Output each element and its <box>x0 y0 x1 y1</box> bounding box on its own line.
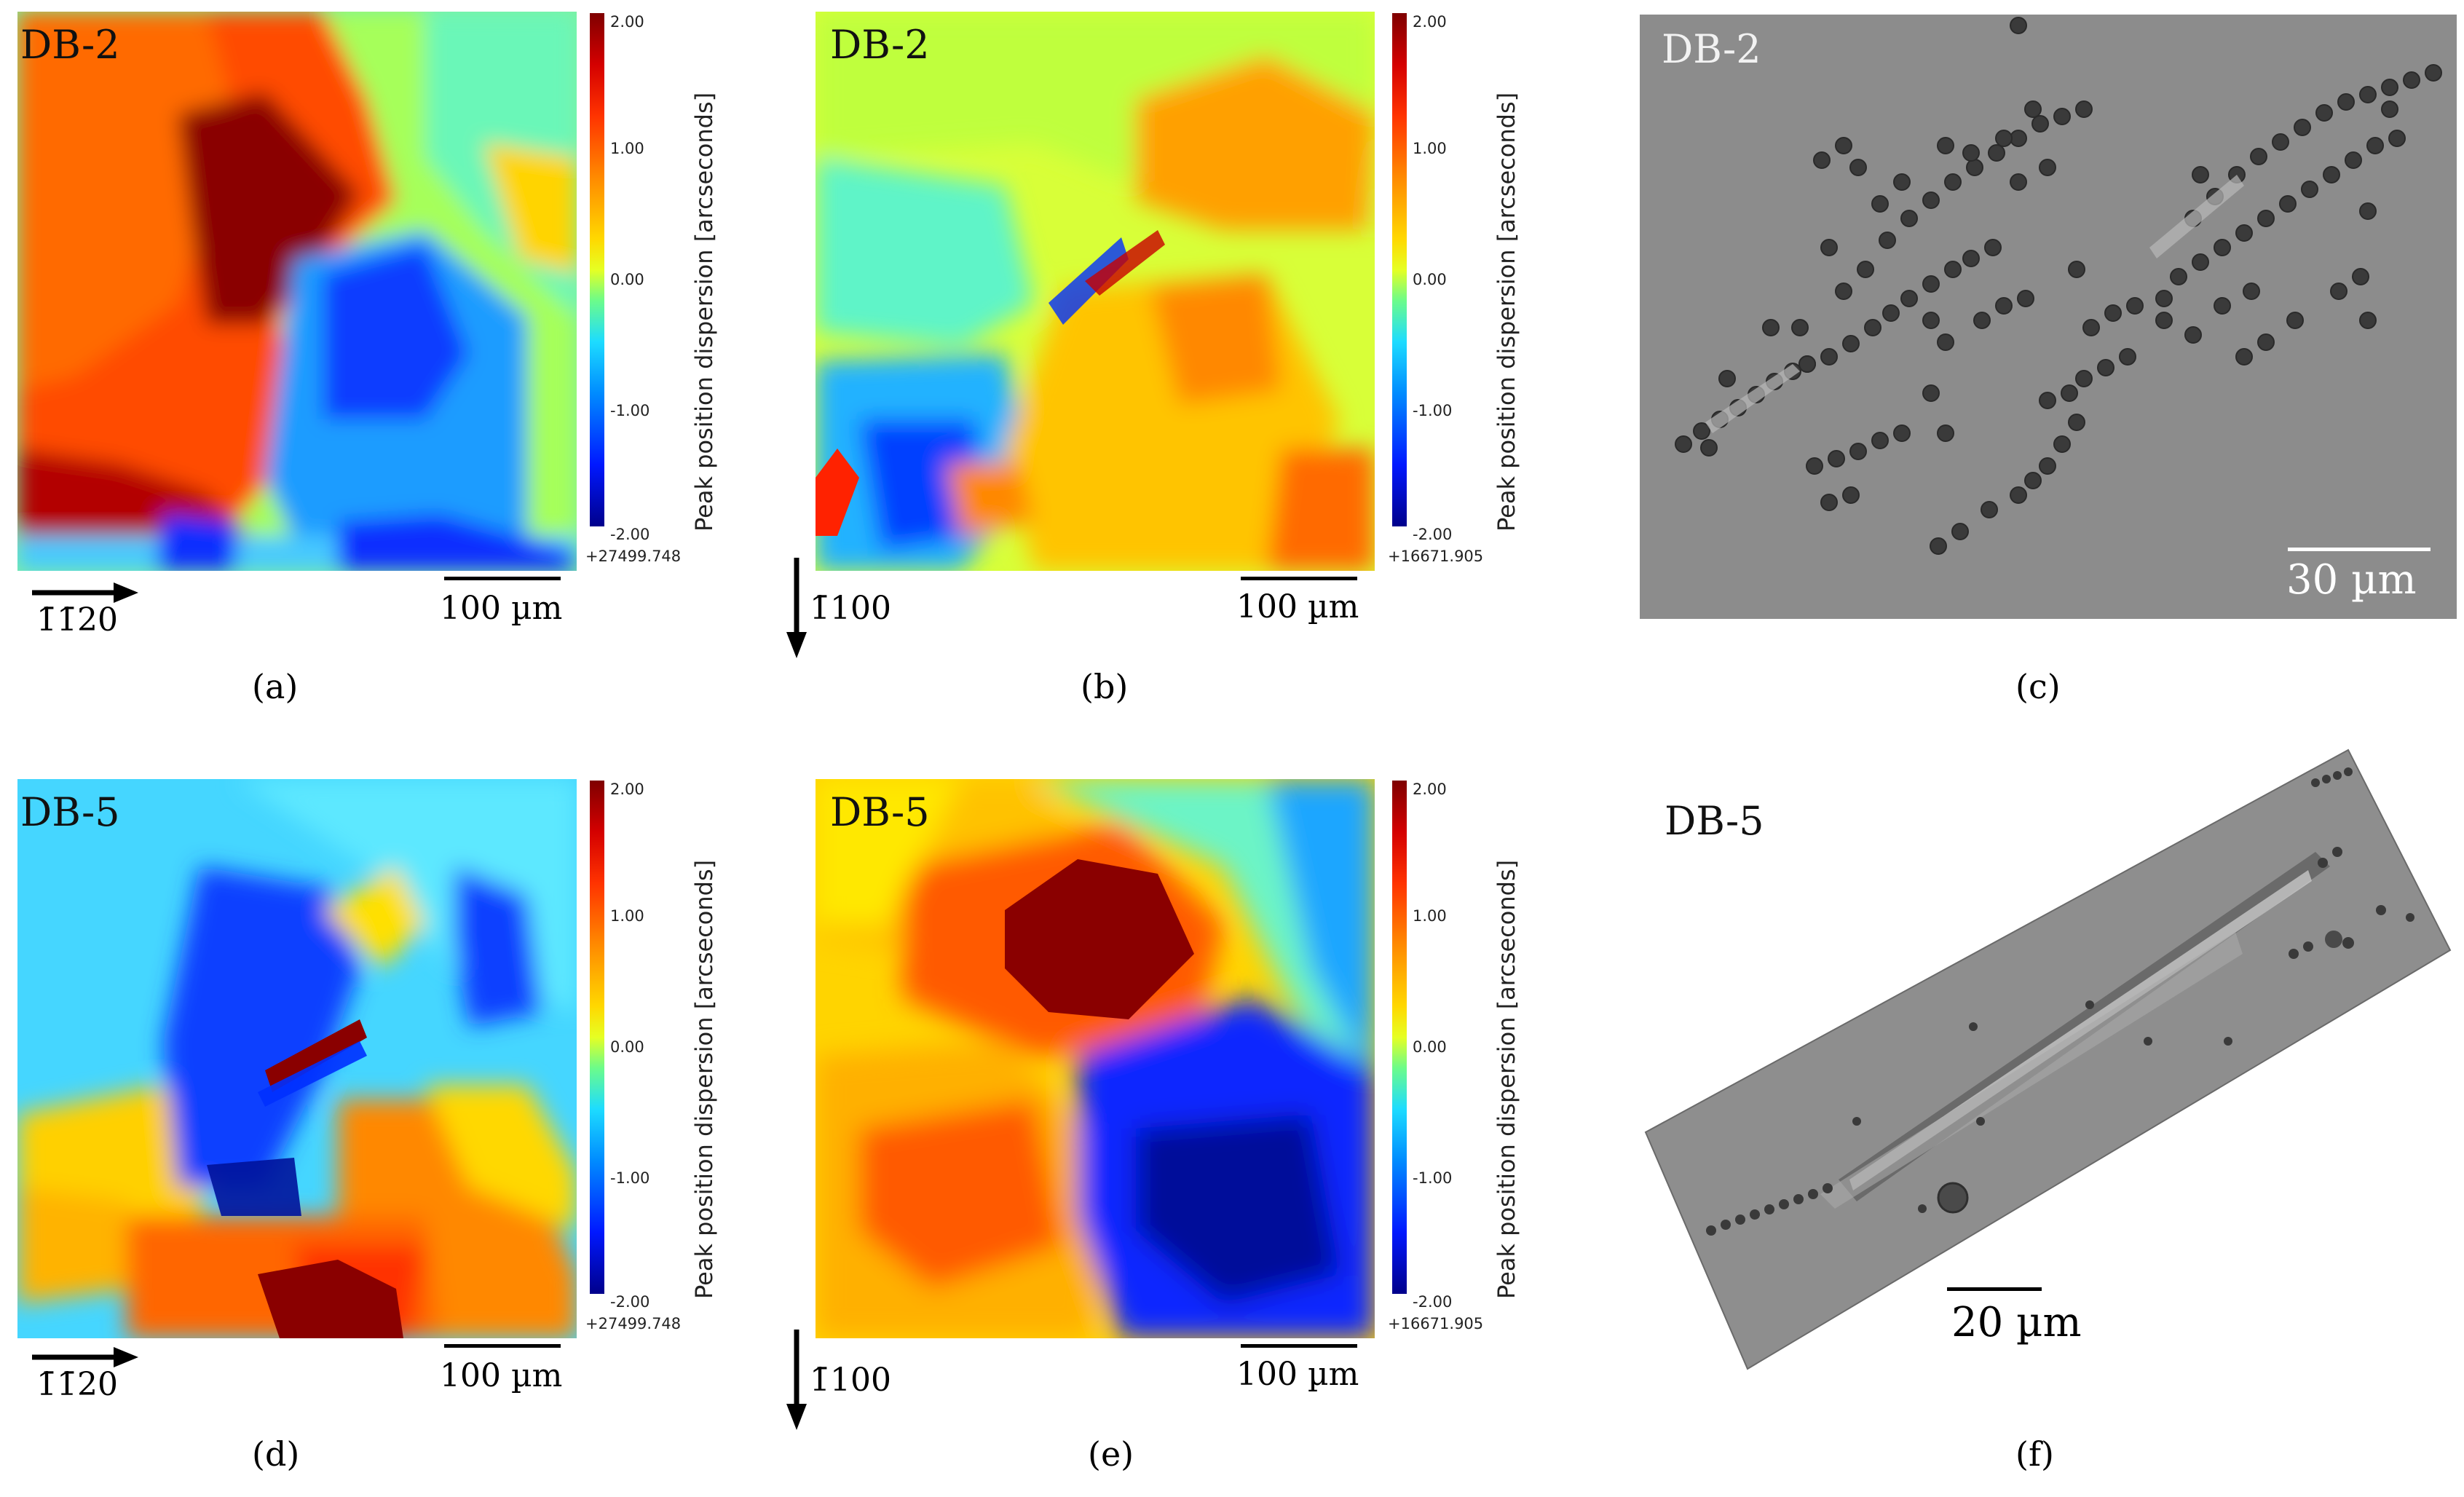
colorbar-b-offset: +16671.905 <box>1388 548 1484 565</box>
colorbar-d-tick-3: 0.00 <box>610 1038 644 1056</box>
xrt-map-d: DB-5 <box>17 779 577 1338</box>
sample-label-d: DB-5 <box>20 789 120 835</box>
direction-arrow-d <box>32 1347 138 1367</box>
colorbar-b <box>1392 13 1407 526</box>
scalebar-label-e: 100 µm <box>1236 1356 1359 1393</box>
sample-label-c: DB-2 <box>1662 26 1761 72</box>
scalebar-label-c: 30 µm <box>2286 556 2417 604</box>
scalebar-a <box>444 577 561 580</box>
xrt-map-e: DB-5 <box>816 779 1375 1338</box>
sample-label-f: DB-5 <box>1665 798 1764 844</box>
sample-label-b: DB-2 <box>830 22 930 68</box>
colorbar-b-tick-1: 2.00 <box>1413 13 1447 31</box>
direction-label-b: 1̄100 <box>810 590 891 627</box>
colorbar-a-title: Peak position dispersion [arcseconds] <box>690 92 718 532</box>
sample-label-a: DB-2 <box>20 22 120 68</box>
colorbar-e-title: Peak position dispersion [arcseconds] <box>1493 859 1520 1299</box>
direction-label-a: 1̄1̄20 <box>36 601 118 639</box>
sem-image-c: DB-2 30 µm <box>1640 15 2457 619</box>
scalebar-label-d: 100 µm <box>440 1357 563 1394</box>
scalebar-d <box>444 1344 561 1348</box>
colorbar-b-tick-3: 0.00 <box>1413 271 1447 288</box>
colorbar-d-title: Peak position dispersion [arcseconds] <box>690 859 718 1299</box>
colorbar-a <box>590 13 604 526</box>
colorbar-a-tick-3: 0.00 <box>610 271 644 288</box>
colorbar-e-tick-2: 1.00 <box>1413 907 1447 925</box>
panel-label-a: (a) <box>252 667 299 706</box>
colorbar-e-tick-4: -1.00 <box>1413 1169 1453 1187</box>
colorbar-a-tick-4: -1.00 <box>610 402 650 419</box>
direction-arrow-b <box>786 558 807 658</box>
colorbar-b-tick-2: 1.00 <box>1413 140 1447 157</box>
colorbar-d-tick-1: 2.00 <box>610 781 644 798</box>
colorbar-b-tick-4: -1.00 <box>1413 402 1453 419</box>
scalebar-c <box>2288 548 2431 551</box>
colorbar-a-tick-1: 2.00 <box>610 13 644 31</box>
scalebar-f <box>1947 1287 2042 1291</box>
direction-arrow-a <box>32 582 138 603</box>
colorbar-d-offset: +27499.748 <box>585 1315 682 1332</box>
xrt-map-b: DB-2 <box>816 12 1375 571</box>
panel-label-c: (c) <box>2015 667 2061 706</box>
colorbar-d <box>590 781 604 1294</box>
colorbar-a-offset: +27499.748 <box>585 548 682 565</box>
sample-label-e: DB-5 <box>830 789 930 835</box>
colorbar-d-tick-5: -2.00 <box>610 1293 650 1311</box>
scalebar-label-a: 100 µm <box>440 590 563 627</box>
colorbar-a-tick-5: -2.00 <box>610 526 650 543</box>
direction-label-d: 1̄1̄20 <box>36 1366 118 1403</box>
scalebar-e <box>1241 1344 1357 1348</box>
sem-image-f: DB-5 20 µm <box>1638 743 2454 1383</box>
direction-label-e: 1̄100 <box>810 1362 891 1399</box>
scalebar-label-f: 20 µm <box>1951 1299 2082 1346</box>
colorbar-e-offset: +16671.905 <box>1388 1315 1484 1332</box>
colorbar-b-title: Peak position dispersion [arcseconds] <box>1493 92 1520 532</box>
scalebar-label-b: 100 µm <box>1236 588 1359 625</box>
colorbar-b-tick-5: -2.00 <box>1413 526 1453 543</box>
panel-label-e: (e) <box>1088 1434 1134 1474</box>
colorbar-d-tick-4: -1.00 <box>610 1169 650 1187</box>
panel-label-b: (b) <box>1081 667 1129 706</box>
colorbar-a-tick-2: 1.00 <box>610 140 644 157</box>
direction-arrow-e <box>786 1330 807 1430</box>
panel-label-f: (f) <box>2015 1434 2054 1474</box>
scalebar-b <box>1241 577 1357 580</box>
colorbar-e-tick-1: 2.00 <box>1413 781 1447 798</box>
colorbar-e-tick-3: 0.00 <box>1413 1038 1447 1056</box>
panel-label-d: (d) <box>252 1434 300 1474</box>
xrt-map-a: DB-2 <box>17 12 577 571</box>
colorbar-e-tick-5: -2.00 <box>1413 1293 1453 1311</box>
colorbar-e <box>1392 781 1407 1294</box>
colorbar-d-tick-2: 1.00 <box>610 907 644 925</box>
